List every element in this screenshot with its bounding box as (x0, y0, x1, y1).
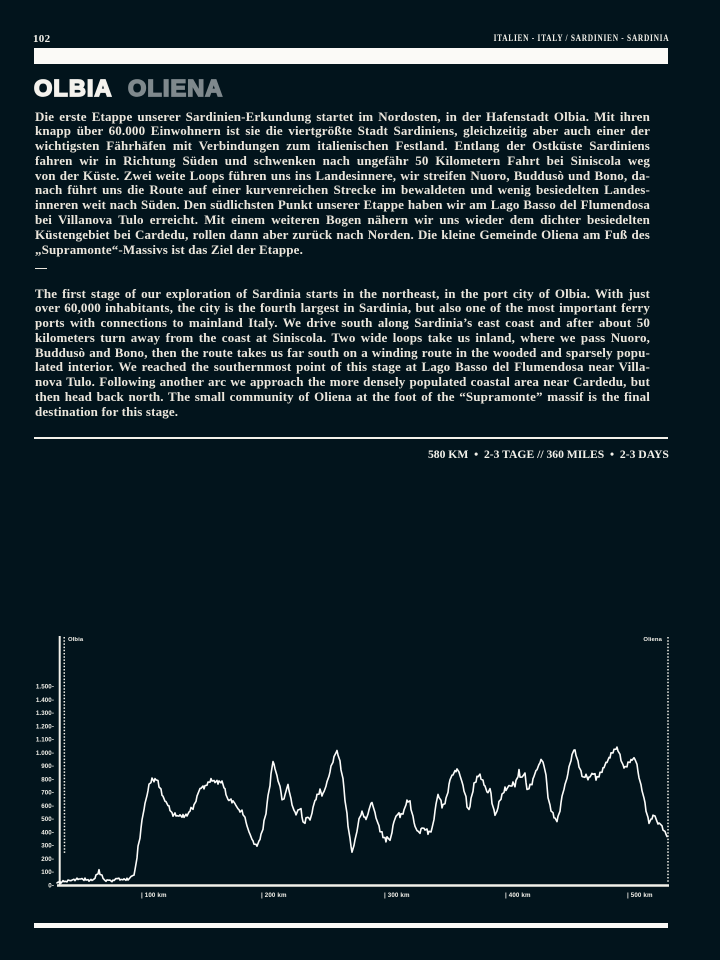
svg-text:300-: 300- (41, 843, 54, 850)
svg-text:Olbia: Olbia (68, 637, 84, 643)
svg-text:| 200 km: | 200 km (261, 892, 287, 899)
svg-text:400-: 400- (41, 829, 54, 836)
svg-text:900-: 900- (41, 763, 54, 770)
svg-text:1.200-: 1.200- (36, 723, 54, 730)
svg-text:1.500-: 1.500- (36, 684, 54, 691)
svg-text:1.100-: 1.100- (36, 737, 54, 744)
svg-text:| 100 km: | 100 km (141, 892, 167, 899)
svg-text:1.300-: 1.300- (36, 710, 54, 717)
svg-text:500-: 500- (41, 816, 54, 823)
svg-text:1.400-: 1.400- (36, 697, 54, 704)
svg-text:200-: 200- (41, 856, 54, 863)
svg-text:600-: 600- (41, 803, 54, 810)
svg-text:1.000-: 1.000- (36, 750, 54, 757)
svg-text:| 400 km: | 400 km (505, 892, 531, 899)
svg-text:800-: 800- (41, 776, 54, 783)
svg-text:0-: 0- (48, 883, 54, 890)
svg-text:700-: 700- (41, 790, 54, 797)
svg-text:| 300 km: | 300 km (384, 892, 410, 899)
svg-text:100-: 100- (41, 869, 54, 876)
svg-text:Oliena: Oliena (643, 637, 662, 643)
svg-text:| 500 km: | 500 km (627, 892, 653, 899)
